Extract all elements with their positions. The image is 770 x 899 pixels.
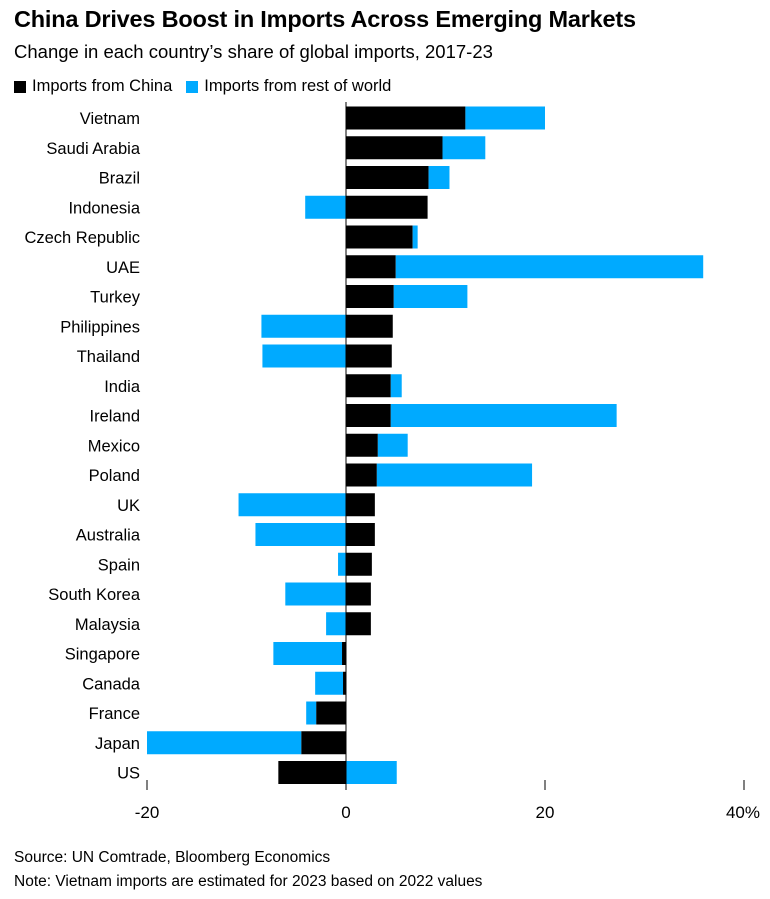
legend-item-china: Imports from China <box>14 77 172 96</box>
bar-rest-india <box>390 374 402 398</box>
x-tick-label-0: -20 <box>135 803 160 822</box>
bar-rest-us <box>346 761 397 784</box>
bar-china-spain <box>346 552 372 576</box>
bar-china-brazil <box>346 166 429 189</box>
bar-china-philippines <box>346 314 393 338</box>
chart-subtitle: Change in each country’s share of global… <box>14 41 493 62</box>
bar-chart: Vietnam Saudi Arabia Brazil Indonesia Czech … <box>24 102 760 822</box>
bar-rest-vietnam <box>465 106 545 130</box>
bar-rest-uk <box>238 493 346 517</box>
category-label-spain: Spain <box>98 556 140 574</box>
x-tick-label-1: 0 <box>341 803 350 822</box>
category-label-indonesia: Indonesia <box>68 199 140 217</box>
legend-label-rest: Imports from rest of world <box>204 77 392 95</box>
bar-rest-malaysia <box>326 612 346 636</box>
bar-china-malaysia <box>346 612 371 636</box>
category-label-poland: Poland <box>89 467 140 485</box>
bar-rest-south-korea <box>285 582 346 606</box>
bar-china-canada <box>343 671 346 695</box>
bar-rest-czech-republic <box>412 225 418 249</box>
category-label-mexico: Mexico <box>88 437 140 455</box>
category-label-saudi-arabia: Saudi Arabia <box>46 140 140 158</box>
bar-rest-saudi-arabia <box>442 136 486 160</box>
bar-rest-france <box>306 701 317 725</box>
legend-item-rest: Imports from rest of world <box>186 77 391 96</box>
category-label-india: India <box>104 378 141 396</box>
bar-rest-spain <box>338 552 346 576</box>
bar-china-japan <box>301 731 346 755</box>
category-label-france: France <box>89 705 140 723</box>
bar-rest-poland <box>376 463 533 487</box>
chart-legend: Imports from China Imports from rest of … <box>14 77 391 96</box>
bar-rest-brazil <box>428 166 450 189</box>
bar-rest-singapore <box>273 642 343 665</box>
bar-china-uae <box>346 255 396 279</box>
bar-china-ireland <box>346 404 391 427</box>
bar-china-uk <box>346 493 375 517</box>
category-label-thailand: Thailand <box>77 348 140 366</box>
bar-china-india <box>346 374 391 398</box>
category-label-turkey: Turkey <box>90 289 141 307</box>
bar-rest-philippines <box>261 314 346 338</box>
bar-china-thailand <box>346 344 392 368</box>
x-tick-label-3: 40% <box>726 803 760 822</box>
category-label-czech-republic: Czech Republic <box>24 229 140 247</box>
legend-label-china: Imports from China <box>32 77 173 95</box>
bar-china-us <box>278 761 346 784</box>
category-label-canada: Canada <box>82 675 141 693</box>
bar-china-indonesia <box>346 195 428 219</box>
category-label-australia: Australia <box>76 527 141 545</box>
category-label-malaysia: Malaysia <box>75 616 141 634</box>
bar-rest-thailand <box>262 344 346 368</box>
legend-swatch-china <box>14 80 26 93</box>
bar-china-australia <box>346 523 375 546</box>
bar-rest-japan <box>147 731 302 755</box>
footnote: Note: Vietnam imports are estimated for … <box>14 873 483 890</box>
bar-china-singapore <box>342 642 346 665</box>
category-label-singapore: Singapore <box>65 646 140 664</box>
bar-china-turkey <box>346 285 394 308</box>
bar-rest-uae <box>395 255 704 279</box>
bar-rest-turkey <box>393 285 468 308</box>
category-label-us: US <box>117 765 140 783</box>
bar-rest-australia <box>255 523 346 546</box>
bar-rest-canada <box>315 671 344 695</box>
chart-title: China Drives Boost in Imports Across Eme… <box>14 6 636 32</box>
category-label-philippines: Philippines <box>60 318 140 336</box>
category-label-vietnam: Vietnam <box>80 110 140 128</box>
bar-china-vietnam <box>346 106 466 130</box>
category-label-uk: UK <box>117 497 140 515</box>
category-label-south-korea: South Korea <box>48 586 141 604</box>
bar-china-mexico <box>346 433 378 457</box>
bar-rest-ireland <box>390 404 617 427</box>
bar-china-czech-republic <box>346 225 413 249</box>
bar-china-saudi-arabia <box>346 136 443 160</box>
category-label-uae: UAE <box>106 259 140 277</box>
bar-china-poland <box>346 463 377 487</box>
x-tick-label-2: 20 <box>536 803 555 822</box>
bar-rest-indonesia <box>305 195 346 219</box>
category-label-brazil: Brazil <box>99 170 140 188</box>
legend-swatch-rest <box>186 80 199 93</box>
bar-china-france <box>316 701 346 725</box>
bar-china-south-korea <box>346 582 371 606</box>
category-label-ireland: Ireland <box>90 408 140 426</box>
category-label-japan: Japan <box>95 735 140 753</box>
source-note: Source: UN Comtrade, Bloomberg Economics <box>14 849 331 866</box>
bar-rest-mexico <box>377 433 408 457</box>
